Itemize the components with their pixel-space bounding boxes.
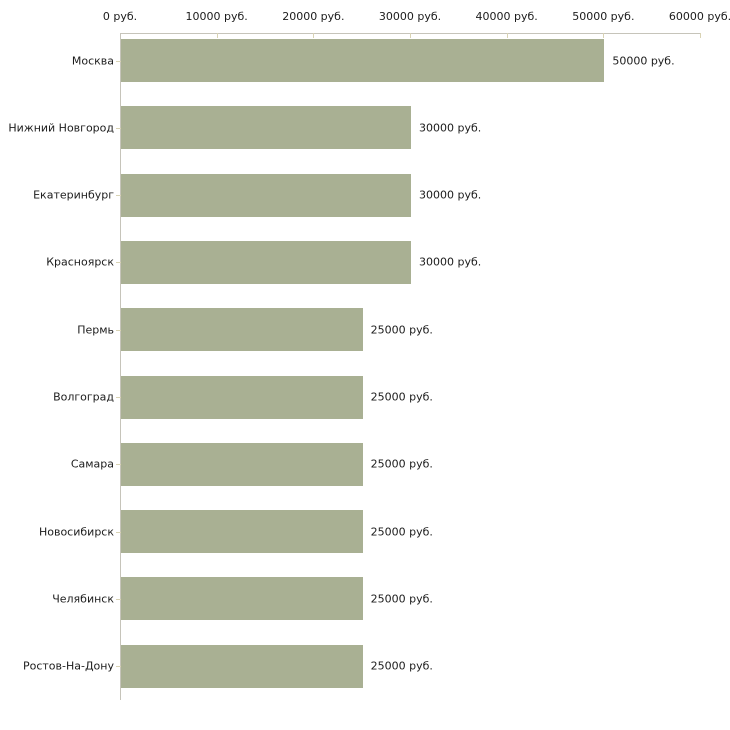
x-tick-label: 0 руб. bbox=[102, 10, 138, 23]
x-tick-label: 10000 руб. bbox=[185, 10, 248, 23]
y-tick-mark bbox=[116, 666, 121, 667]
value-label: 25000 руб. bbox=[370, 659, 433, 673]
bar bbox=[121, 577, 363, 621]
value-label: 50000 руб. bbox=[612, 54, 675, 67]
category-label: Москва bbox=[71, 54, 114, 67]
x-tick-mark bbox=[506, 33, 508, 38]
x-tick-mark bbox=[700, 33, 701, 38]
x-tick-mark bbox=[216, 33, 218, 38]
category-label: Новосибирск bbox=[38, 525, 114, 539]
bar bbox=[121, 375, 363, 419]
x-tick-label: 40000 руб. bbox=[475, 10, 538, 23]
value-label: 25000 руб. bbox=[370, 525, 433, 539]
category-label: Волгоград bbox=[53, 390, 114, 404]
category-label: Челябинск bbox=[52, 592, 114, 606]
value-label: 25000 руб. bbox=[370, 390, 433, 404]
y-tick-mark bbox=[116, 464, 121, 465]
value-label: 25000 руб. bbox=[370, 323, 433, 337]
x-tick-label: 30000 руб. bbox=[378, 10, 442, 23]
y-tick-mark bbox=[116, 599, 121, 600]
category-label: Ростов-На-Дону bbox=[22, 659, 114, 673]
bar bbox=[121, 644, 363, 688]
y-tick-mark bbox=[116, 330, 121, 331]
value-label: 30000 руб. bbox=[419, 121, 482, 135]
bar bbox=[121, 173, 411, 217]
bar bbox=[121, 106, 411, 150]
y-tick-mark bbox=[116, 61, 121, 62]
x-tick-label: 60000 руб. bbox=[668, 10, 730, 23]
x-tick-label: 20000 руб. bbox=[282, 10, 345, 23]
category-label: Пермь bbox=[77, 323, 114, 337]
bar bbox=[121, 240, 411, 284]
y-tick-mark bbox=[116, 128, 121, 129]
y-tick-mark bbox=[116, 195, 121, 196]
bar bbox=[121, 308, 363, 352]
category-label: Самара bbox=[70, 457, 114, 471]
bar bbox=[121, 442, 363, 486]
bar bbox=[121, 39, 605, 82]
x-tick-mark bbox=[313, 33, 315, 38]
y-tick-mark bbox=[116, 262, 121, 263]
category-label: Екатеринбург bbox=[33, 188, 114, 202]
category-label: Нижний Новгород bbox=[8, 121, 114, 135]
value-label: 30000 руб. bbox=[419, 188, 482, 202]
x-tick-label: 50000 руб. bbox=[572, 10, 635, 23]
value-label: 30000 руб. bbox=[419, 255, 482, 269]
y-tick-mark bbox=[116, 532, 121, 533]
value-label: 25000 руб. bbox=[370, 592, 433, 606]
category-label: Красноярск bbox=[46, 255, 114, 269]
x-tick-mark bbox=[603, 33, 605, 38]
bar bbox=[121, 510, 363, 554]
x-tick-mark bbox=[410, 33, 411, 38]
y-axis-line bbox=[120, 33, 121, 700]
value-label: 25000 руб. bbox=[370, 457, 433, 471]
y-tick-mark bbox=[116, 397, 121, 398]
